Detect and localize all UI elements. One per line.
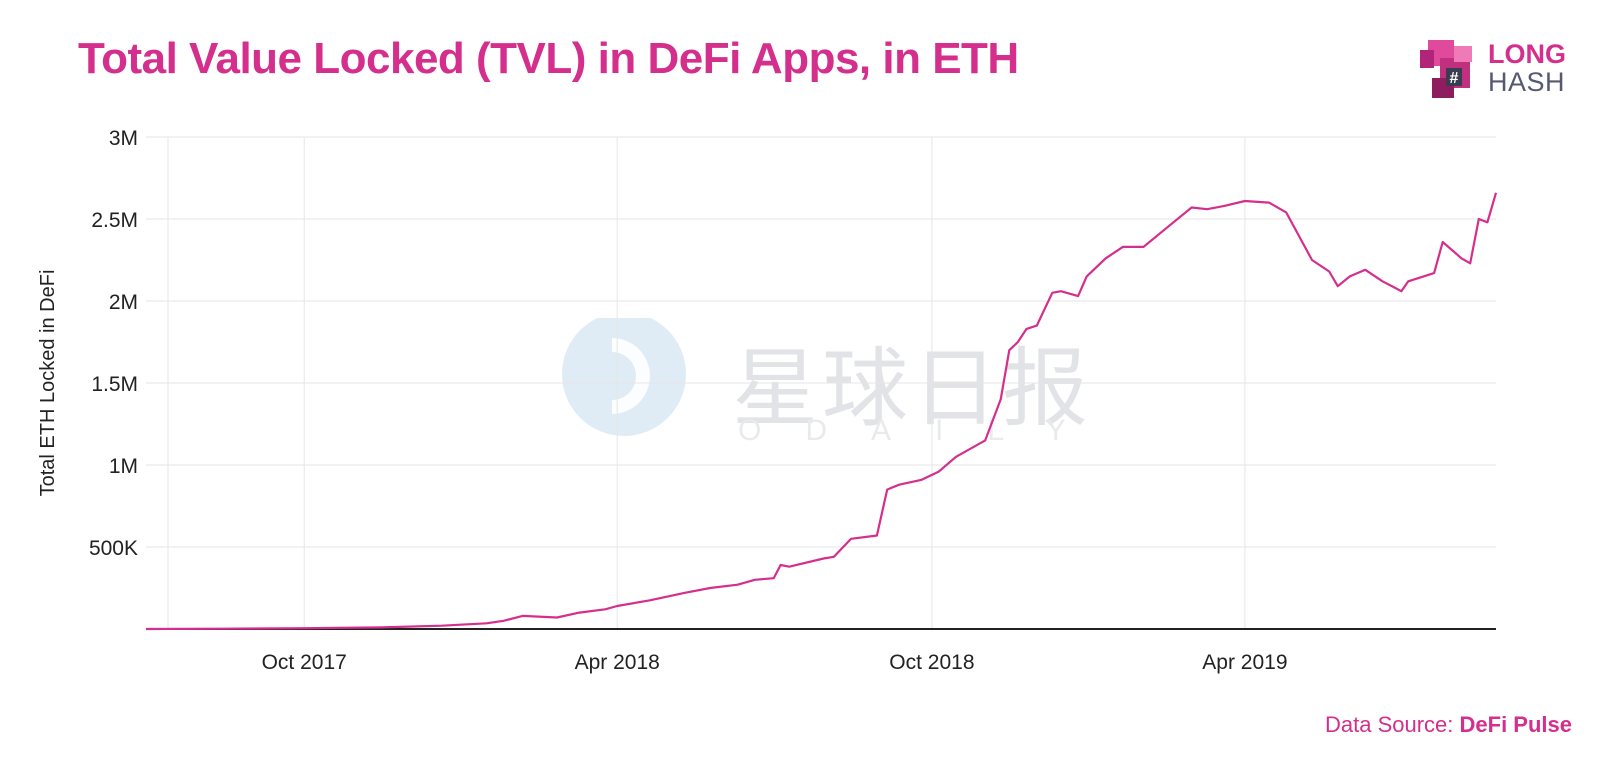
line-layer (145, 192, 1498, 631)
longhash-logo-icon: # (1420, 40, 1472, 98)
y-tick-label: 1M (109, 455, 138, 478)
longhash-logo: # LONG HASH (1418, 34, 1578, 104)
logo-line-2: HASH (1488, 67, 1566, 97)
axis-layer: 500K 1M 1.5M 2M 2.5M 3M Oct 2017 Apr 2018 Oct 20… (89, 127, 1496, 674)
x-tick-label: Apr 2019 (1202, 651, 1287, 674)
data-source-value: DeFi Pulse (1459, 712, 1572, 737)
data-source-label: Data Source: (1324, 712, 1454, 737)
odaily-watermark: 星球日报 ODAILY (560, 312, 1088, 448)
y-tick-label: 2.5M (91, 209, 138, 232)
odaily-watermark-icon (562, 312, 686, 436)
chart-title: Total Value Locked (TVL) in DeFi Apps, i… (78, 34, 1019, 83)
tvl-series-line (145, 192, 1498, 631)
logo-line-1: LONG (1488, 39, 1566, 69)
y-tick-label: 2M (109, 291, 138, 314)
grid-layer (146, 136, 1496, 629)
watermark-chinese-text: 星球日报 (732, 339, 1092, 439)
y-tick-label: 3M (109, 127, 138, 150)
x-tick-label: Oct 2018 (889, 651, 974, 674)
watermark-english-text: ODAILY (738, 414, 1110, 447)
x-tick-label: Oct 2017 (262, 651, 347, 674)
y-tick-label: 1.5M (91, 373, 138, 396)
y-axis-label: Total ETH Locked in DeFi (37, 270, 59, 497)
svg-text:#: # (1450, 70, 1459, 87)
x-tick-label: Apr 2018 (575, 651, 660, 674)
data-source: Data Source: DeFi Pulse (1325, 712, 1572, 738)
y-tick-label: 500K (89, 537, 138, 560)
